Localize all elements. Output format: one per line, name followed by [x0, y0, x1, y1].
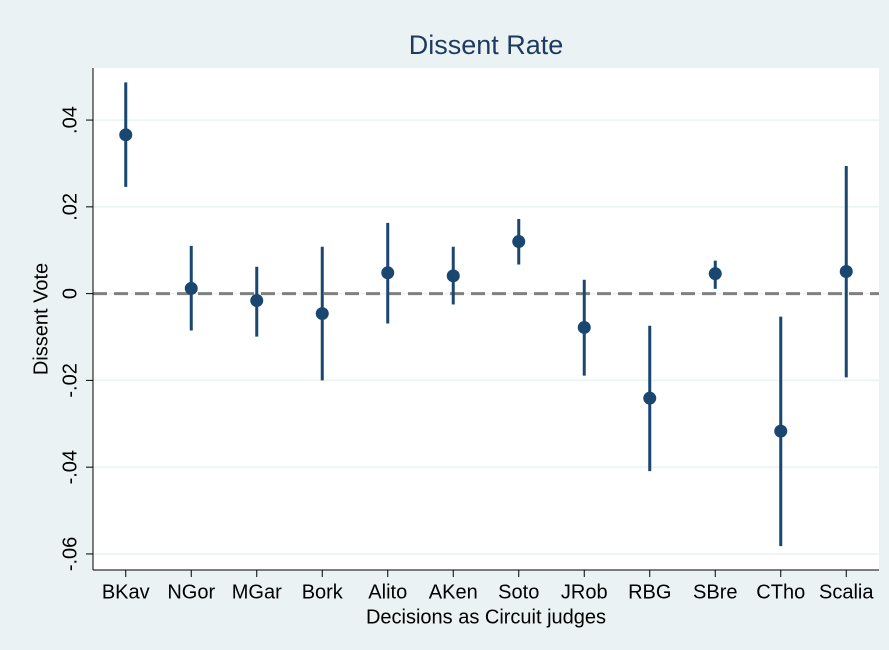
point	[577, 320, 591, 334]
point	[119, 128, 133, 142]
x-tick-label: Bork	[302, 581, 344, 603]
point	[774, 424, 788, 438]
y-tick-label: -.04	[59, 450, 81, 484]
x-axis-label: Decisions as Circuit judges	[366, 606, 606, 628]
x-tick-label: BKav	[102, 581, 150, 603]
x-tick-label: MGar	[232, 581, 282, 603]
point	[250, 294, 264, 308]
x-tick-label: NGor	[167, 581, 215, 603]
x-tick-label: CTho	[756, 581, 805, 603]
point	[643, 391, 657, 405]
y-tick-label: -.06	[59, 537, 81, 571]
y-axis-label: Dissent Vote	[30, 263, 52, 375]
y-tick-label: .04	[59, 106, 81, 134]
point	[708, 267, 722, 281]
x-tick-label: AKen	[429, 581, 478, 603]
x-tick-label: Alito	[368, 581, 407, 603]
point	[184, 281, 198, 295]
chart-title: Dissent Rate	[409, 30, 564, 60]
x-tick-label: JRob	[561, 581, 608, 603]
point	[381, 266, 395, 280]
point	[839, 264, 853, 278]
point	[512, 235, 526, 249]
point	[315, 307, 329, 321]
y-tick-label: -.02	[59, 363, 81, 397]
x-tick-label: RBG	[628, 581, 671, 603]
x-tick-label: Scalia	[819, 581, 874, 603]
point	[446, 269, 460, 283]
plot-area	[93, 68, 879, 570]
y-tick-label: 0	[59, 288, 81, 299]
x-tick-label: Soto	[498, 581, 539, 603]
y-tick-label: .02	[59, 193, 81, 221]
x-tick-label: SBre	[693, 581, 737, 603]
